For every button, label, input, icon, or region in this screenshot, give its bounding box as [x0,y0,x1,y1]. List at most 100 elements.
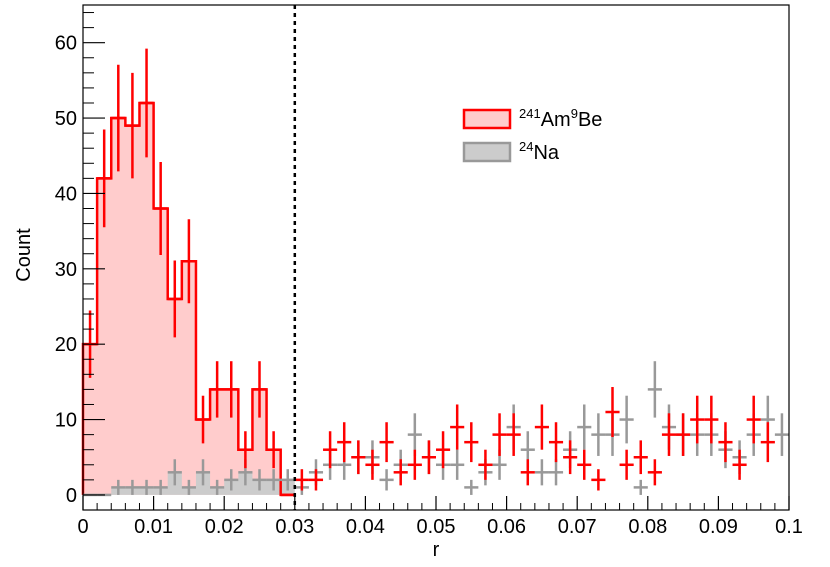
legend-text-part: Am [541,109,571,131]
ambe-point [195,395,211,444]
ambe-point [605,387,620,438]
x-tick-label: 0.07 [558,516,597,538]
ambe-point [294,469,309,491]
ambe-legend-swatch [462,108,512,130]
na-point [464,479,479,495]
ambe-point [238,431,253,469]
x-tick-label: 0.09 [699,516,738,538]
ambe-point [520,459,535,486]
na-point [407,413,422,456]
ambe-point [619,449,634,480]
histogram-marks [81,48,789,497]
ambe-point [676,413,691,456]
na-point [181,479,196,495]
ambe-point [308,469,324,491]
ambe-point [746,395,761,444]
ambe-point [365,449,380,480]
na-point [167,459,182,486]
ambe-point [661,413,677,456]
na-point [591,413,606,456]
ambe-point [591,469,606,491]
ambe-point [464,422,479,463]
ambe-point [577,449,592,480]
ambe-point [379,422,394,463]
x-tick-label: 0.01 [134,516,173,538]
x-tick-label: 0.05 [417,516,456,538]
na-point [633,479,648,495]
na-point [266,469,281,491]
na-point [125,479,140,495]
x-axis-title: r [433,539,440,561]
y-tick-label: 0 [66,485,77,507]
ambe-point [478,449,493,480]
legend-superscript: 9 [571,106,578,121]
y-tick-label: 40 [55,183,77,205]
ambe-point [563,440,578,475]
legend-text-part: Be [578,109,602,131]
na-point [210,479,225,495]
na-legend-label: 24Na [519,139,560,164]
x-tick-label: 0.03 [275,516,314,538]
na-point [450,449,465,480]
ambe-point [450,404,465,450]
ambe-point [323,431,338,469]
legend-text-part: Na [533,142,559,164]
na-point [153,479,168,495]
x-tick-label: 0.06 [487,516,526,538]
na-point [619,395,634,444]
y-axis-title: Count [13,228,35,282]
na-legend-swatch [462,141,512,163]
na-point [139,479,154,495]
na-point [379,469,394,491]
ambe-point [633,440,648,475]
na-point [774,413,789,456]
ambe-point [111,64,126,172]
ambe-point [351,440,366,475]
y-tick-label: 20 [55,334,77,356]
ambe-point [492,413,507,456]
x-tick-label: 0.08 [628,516,667,538]
ambe-point [548,422,564,463]
x-tick-label: 0.04 [346,516,385,538]
na-point [577,404,592,450]
y-tick-label: 30 [55,259,77,281]
y-tick-label: 60 [55,33,77,55]
ambe-point [266,431,281,469]
ambe-point [760,422,775,463]
na-point [548,459,564,486]
ambe-point [224,361,239,418]
ambe-point [337,422,352,463]
ambe-point [407,449,422,480]
na-point [252,469,267,491]
ambe-point [181,219,196,304]
ambe-point [718,422,733,463]
y-tick-label: 50 [55,108,77,130]
ambe-point [167,260,182,338]
na-point [111,479,126,495]
ambe-point [732,449,747,480]
na-point [534,459,549,486]
y-tick-label: 10 [55,410,77,432]
ambe-point [647,459,662,486]
ambe-point [393,459,408,486]
legend-superscript: 241 [519,106,541,121]
ambe-point [252,361,267,418]
na-fill-area [83,472,295,495]
x-tick-label: 0 [77,516,88,538]
na-point [647,361,662,418]
na-point [224,469,239,491]
ambe-point [534,404,549,450]
x-tick-label: 0.1 [775,516,803,538]
ambe-legend-label: 241Am9Be [519,106,602,131]
ambe-point [690,395,705,444]
ambe-point [210,361,225,418]
na-point [195,459,211,486]
ambe-point [436,431,451,469]
na-point [280,469,295,491]
legend-superscript: 24 [519,139,533,154]
legend: 241Am9Be 24Na [462,106,602,164]
ambe-point [421,440,436,475]
x-tick-label: 0.02 [205,516,244,538]
axes: 0 0.01 0.02 0.03 0.04 0.05 0.06 0.07 0.08 0.09 0.1… [55,12,803,538]
